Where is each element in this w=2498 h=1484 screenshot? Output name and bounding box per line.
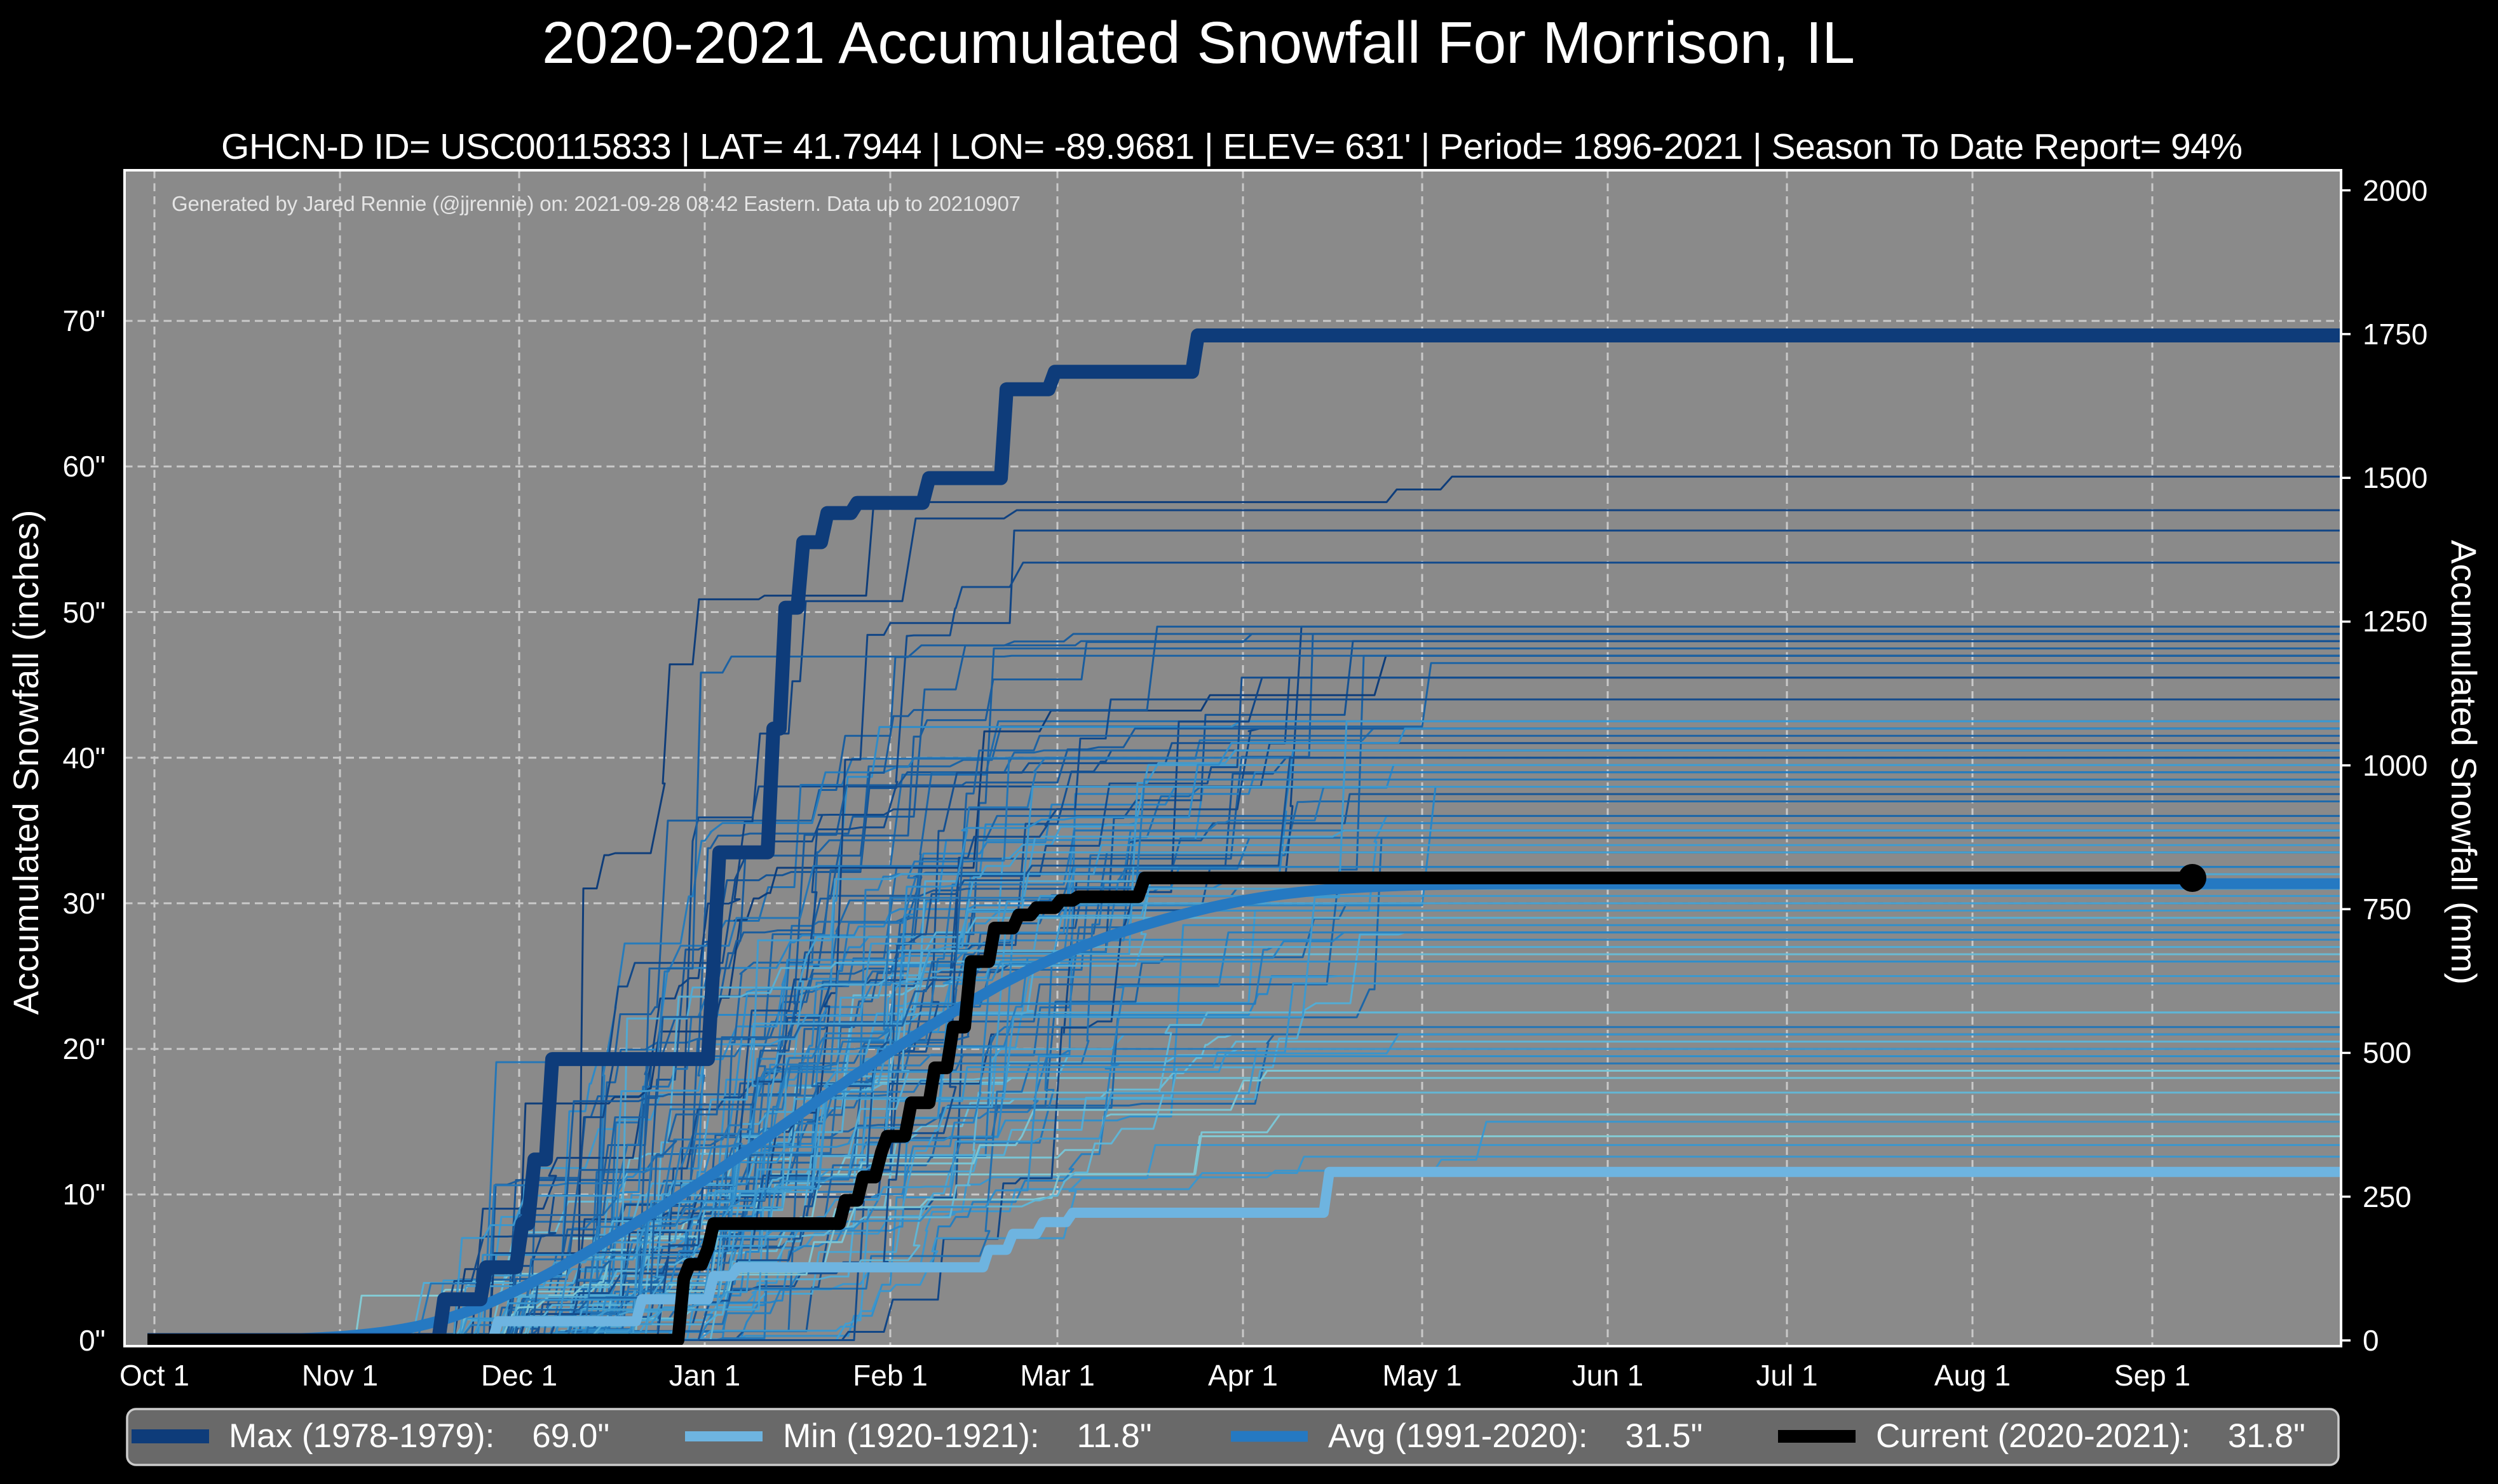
svg-text:70": 70" [63,304,106,337]
svg-text:Avg (1991-2020): 31.5": Avg (1991-2020): 31.5" [1328,1417,1702,1455]
svg-text:10": 10" [63,1178,106,1211]
svg-text:1250: 1250 [2363,605,2427,638]
svg-text:Accumulated Snowfall (mm): Accumulated Snowfall (mm) [2444,540,2484,985]
svg-text:Accumulated Snowfall (inches): Accumulated Snowfall (inches) [6,510,46,1015]
svg-text:Min (1920-1921): 11.8": Min (1920-1921): 11.8" [783,1417,1152,1455]
svg-text:750: 750 [2363,893,2412,926]
svg-text:Nov 1: Nov 1 [302,1359,378,1392]
svg-text:1500: 1500 [2363,461,2427,494]
svg-text:60": 60" [63,450,106,483]
svg-text:2000: 2000 [2363,174,2427,207]
svg-text:50": 50" [63,596,106,629]
svg-text:250: 250 [2363,1180,2412,1213]
svg-text:Aug 1: Aug 1 [1934,1359,2011,1392]
svg-text:0": 0" [79,1324,105,1357]
svg-text:Feb 1: Feb 1 [853,1359,928,1392]
svg-text:Current (2020-2021): 31.8": Current (2020-2021): 31.8" [1876,1417,2305,1455]
svg-text:500: 500 [2363,1036,2412,1069]
svg-text:30": 30" [63,887,106,920]
svg-text:Generated by Jared Rennie (@jj: Generated by Jared Rennie (@jjrennie) on… [172,192,1021,215]
svg-text:40": 40" [63,741,106,774]
svg-text:Mar 1: Mar 1 [1020,1359,1095,1392]
svg-text:0: 0 [2363,1324,2379,1357]
svg-text:Apr 1: Apr 1 [1208,1359,1278,1392]
svg-text:Jan 1: Jan 1 [669,1359,741,1392]
svg-text:Jul 1: Jul 1 [1756,1359,1817,1392]
svg-text:2020-2021 Accumulated Snowfall: 2020-2021 Accumulated Snowfall For Morri… [542,10,1855,76]
svg-text:Max (1978-1979): 69.0": Max (1978-1979): 69.0" [229,1417,609,1455]
svg-text:20": 20" [63,1032,106,1065]
svg-text:Dec 1: Dec 1 [481,1359,557,1392]
svg-text:May 1: May 1 [1382,1359,1462,1392]
svg-text:GHCN-D ID= USC00115833 | LAT=: GHCN-D ID= USC00115833 | LAT= 41.7944 | … [221,126,2243,167]
svg-text:Oct 1: Oct 1 [119,1359,189,1392]
svg-text:1000: 1000 [2363,749,2427,782]
svg-text:1750: 1750 [2363,318,2427,351]
svg-text:Sep 1: Sep 1 [2114,1359,2190,1392]
svg-text:Jun 1: Jun 1 [1572,1359,1644,1392]
